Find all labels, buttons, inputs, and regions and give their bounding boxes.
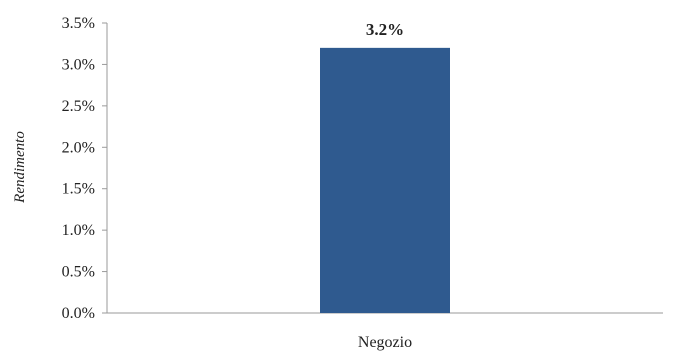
y-axis-title: Rendimento bbox=[12, 131, 28, 204]
category-label: Negozio bbox=[358, 334, 412, 351]
y-tick-label: 1.5% bbox=[62, 181, 95, 198]
y-tick-label: 1.0% bbox=[62, 222, 95, 239]
y-tick-label: 0.5% bbox=[62, 264, 95, 281]
y-tick-label: 2.0% bbox=[62, 139, 95, 156]
y-axis: 0.0% 0.5% 1.0% 1.5% 2.0% 2.5% 3.0% 3.5% bbox=[62, 15, 108, 322]
y-tick-label: 2.5% bbox=[62, 98, 95, 115]
y-tick-label: 0.0% bbox=[62, 305, 95, 322]
data-labels: 3.2% bbox=[366, 20, 404, 39]
bar bbox=[320, 47, 450, 313]
data-label: 3.2% bbox=[366, 20, 404, 39]
y-tick-label: 3.5% bbox=[62, 15, 95, 32]
y-tick-label: 3.0% bbox=[62, 56, 95, 73]
bars bbox=[320, 47, 450, 313]
category-labels: Negozio bbox=[358, 334, 412, 351]
